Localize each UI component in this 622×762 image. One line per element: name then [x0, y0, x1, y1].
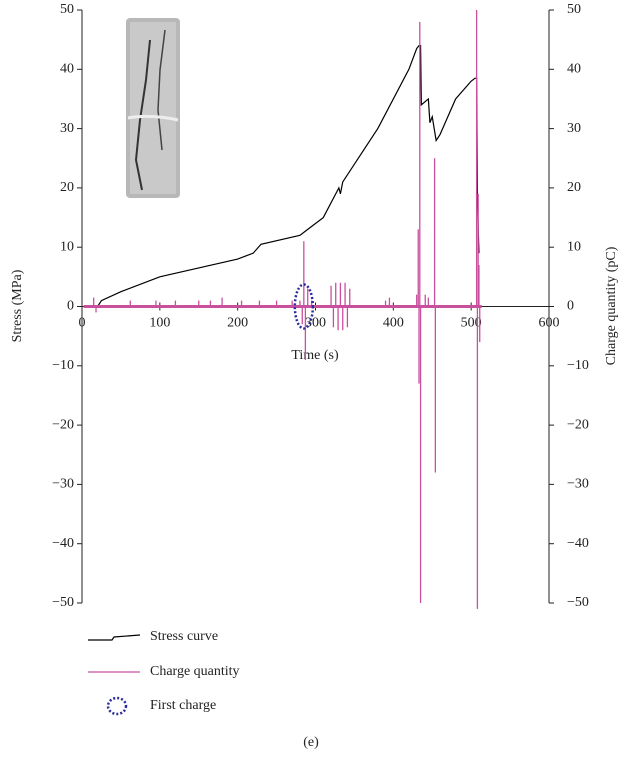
- x-tick-label: 0: [79, 316, 86, 331]
- legend-label: First charge: [150, 698, 216, 713]
- x-tick-label: 100: [149, 316, 170, 331]
- y2-tick-label: 30: [567, 121, 581, 136]
- y2-tick-label: −40: [567, 536, 589, 551]
- x-tick-label: 200: [227, 316, 248, 331]
- y-tick-label: 0: [67, 299, 74, 314]
- y2-tick-label: −30: [567, 477, 589, 492]
- x-tick-label: 600: [539, 316, 560, 331]
- specimen-photo: [126, 18, 180, 198]
- y2-tick-label: 0: [567, 299, 574, 314]
- y2-tick-label: 10: [567, 239, 581, 254]
- first-charge-marker: [293, 283, 315, 330]
- y2-tick-label: 20: [567, 180, 581, 195]
- x-tick-label: 400: [383, 316, 404, 331]
- y-tick-label: −10: [52, 358, 74, 373]
- y-tick-label: 50: [60, 2, 74, 17]
- x-tick-label: 300: [305, 316, 326, 331]
- y2-tick-label: −10: [567, 358, 589, 373]
- y-tick-label: 30: [60, 121, 74, 136]
- y-tick-label: 10: [60, 239, 74, 254]
- y-tick-label: 20: [60, 180, 74, 195]
- y-tick-label: 40: [60, 62, 74, 77]
- legend-swatch: [88, 634, 141, 641]
- caption: (e): [303, 735, 319, 750]
- y2-tick-label: 40: [567, 62, 581, 77]
- y2-axis-label: Charge quantity (pC): [604, 246, 619, 365]
- y2-tick-label: 50: [567, 2, 581, 17]
- stress-line: [97, 44, 480, 307]
- y2-tick-label: −50: [567, 595, 589, 610]
- y-tick-label: −40: [52, 536, 74, 551]
- x-axis-label: Time (s): [291, 348, 339, 363]
- y2-tick-label: −20: [567, 417, 589, 432]
- y-tick-label: −20: [52, 417, 74, 432]
- y-tick-label: −30: [52, 477, 74, 492]
- legend-label: Stress curve: [150, 629, 218, 644]
- y-axis-label: Stress (MPa): [10, 269, 25, 342]
- legend-label: Charge quantity: [150, 664, 240, 679]
- legend-swatch: [106, 696, 128, 716]
- x-tick-label: 500: [461, 316, 482, 331]
- y-tick-label: −50: [52, 595, 74, 610]
